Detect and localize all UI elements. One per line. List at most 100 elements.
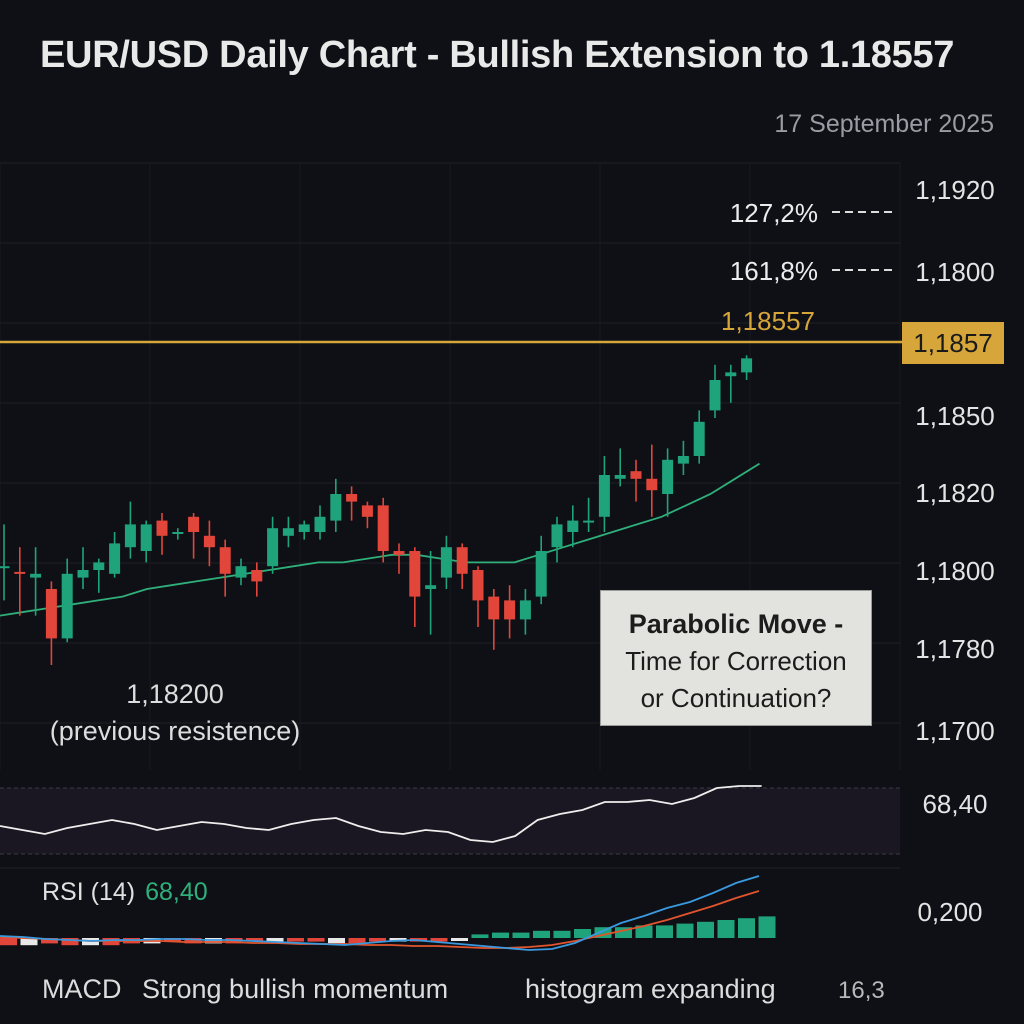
macd-hist-bar [369,938,386,942]
macd-hist-bar [553,930,571,938]
macd-hist-bar [61,938,79,946]
candle-body [614,475,626,479]
candle-body [30,573,42,578]
rsi-panel: 68,40 [0,785,988,855]
candle-body [409,551,421,597]
candle-body [472,570,484,601]
candle-body [440,547,452,578]
macd-line [0,875,760,951]
macd-hist-bar [533,930,550,938]
rsi-line [0,785,762,843]
candle-body [456,547,468,574]
macd-hist-bar [758,916,776,938]
moving-average [0,462,760,617]
candle-body [709,380,721,411]
candle-body [519,600,531,620]
candle-body [725,372,737,377]
rsi-axis-value: 68,40 [922,789,987,819]
macd-hist-bar [348,938,366,944]
highlight-axis-box [902,322,1004,364]
candle-body [14,571,26,574]
y-tick-label: 1,1800 [915,556,995,586]
macd-signal-line [0,890,760,949]
macd-hist-bar [184,938,202,944]
candle-body [377,505,389,551]
candle-body [235,566,247,578]
candle-body [361,505,373,517]
candle-body [504,600,516,620]
candle-body [393,551,405,555]
macd-axis-value: 0,200 [917,897,982,927]
footer-macd: MACD [42,974,122,1004]
macd-hist-bar [328,938,345,944]
candle-body [203,535,215,548]
macd-hist-bar [41,938,58,944]
macd-hist-bar [307,938,325,942]
footer-momentum: Strong bullish momentum [142,974,449,1004]
footer-extra: 16,3 [838,977,885,1004]
macd-hist-bar [676,923,694,938]
candle-body [425,585,437,589]
rsi-label: RSI (14) 68,40 [42,878,208,907]
macd-hist-bar [266,938,284,942]
candle-body [314,516,326,532]
macd-panel: 0,200 [0,867,983,951]
macd-hist-bar [615,927,632,938]
y-tick-label: 1,1820 [915,478,995,508]
resistance-value: 1,18200 [126,679,224,709]
callout-line-2: Time for Correction [625,646,847,676]
rsi-label-text: RSI (14) [42,878,136,906]
candle-body [45,589,57,639]
candle-body [109,543,121,574]
callout-box: Parabolic Move - Time for Correction or … [600,590,872,726]
candle-body [267,528,279,567]
candle-body [662,459,674,494]
callout-line-1: Parabolic Move - [628,609,844,639]
macd-hist-bar [20,938,38,946]
candle-body [330,494,342,521]
candle-body [677,456,689,464]
macd-hist-bar [451,938,468,941]
candle-body [0,566,10,569]
candle-body [251,570,263,582]
candle-body [298,524,310,532]
macd-hist-bar [697,921,714,938]
callout-line-3: or Continuation? [640,683,832,713]
candle-body [346,494,358,502]
candle-body [219,547,231,574]
candle-body [741,358,753,373]
candle-body [535,551,547,597]
candle-body [646,478,658,491]
resistance-note: 1,18200 (previous resistence) [40,676,310,750]
y-tick-label: 1,1800 [915,257,995,287]
highlight-axis-label: 1,1857 [913,328,993,358]
candle-body [282,528,294,536]
rsi-label-value: 68,40 [145,878,208,906]
footer-histogram: histogram expanding [525,974,776,1004]
fib-label: 161,8% [730,256,818,286]
macd-hist-bar [492,932,509,938]
macd-hist-bar [717,920,735,938]
macd-hist-bar [0,938,17,946]
candle-body [583,520,595,523]
macd-hist-bar [246,938,263,942]
fib-levels: 127,2% 161,8% [730,198,895,286]
candle-body [172,532,184,534]
macd-hist-bar [287,938,304,942]
candle-body [156,520,168,536]
resistance-text: (previous resistence) [49,716,301,746]
macd-hist-bar [430,938,448,942]
candle-body [567,520,579,532]
candle-body [77,570,89,578]
y-axis: 1,1920 1,1800 1,1850 1,1820 1,1800 1,1780 1,17… [915,175,995,746]
y-tick-label: 1,1780 [915,634,995,664]
candle-body [693,421,705,456]
candle-body [140,524,152,551]
highlight-label: 1,18557 [721,306,815,336]
macd-hist-bar [512,932,530,938]
highlight-level: 1,18557 1,1857 [0,306,1004,364]
candle-body [551,524,563,548]
candle-body [630,471,642,479]
y-tick-label: 1,1700 [915,716,995,746]
